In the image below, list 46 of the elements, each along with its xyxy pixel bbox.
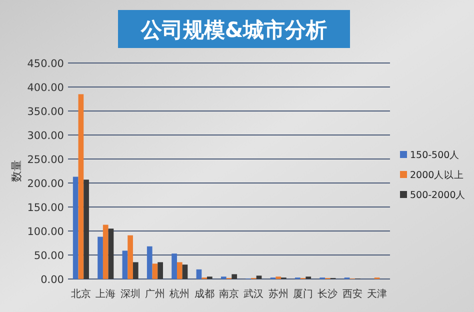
legend-label: 500-2000人	[410, 190, 466, 201]
x-tick-label: 上海	[96, 288, 116, 300]
y-tick-label: 50.00	[34, 250, 64, 262]
x-tick-label: 天津	[367, 288, 388, 300]
bar	[72, 176, 78, 279]
x-tick-label: 成都	[194, 288, 214, 300]
x-tick-label: 长沙	[318, 288, 338, 300]
bar	[232, 274, 238, 279]
bar	[132, 262, 138, 279]
y-tick-label: 450.00	[27, 58, 64, 70]
bar	[108, 228, 114, 279]
y-tick-label: 0.00	[40, 274, 64, 286]
x-tick-label: 杭州	[168, 288, 190, 300]
legend-label: 2000人以上	[410, 169, 464, 181]
x-tick-label: 苏州	[268, 288, 288, 300]
y-tick-label: 200.00	[27, 178, 64, 190]
bar	[182, 264, 188, 279]
bar	[122, 250, 128, 279]
bar	[128, 235, 133, 279]
y-tick-label: 350.00	[27, 106, 64, 118]
y-tick-label: 400.00	[27, 82, 64, 94]
y-tick-label: 100.00	[27, 226, 64, 238]
bar	[256, 276, 262, 279]
legend-label: 150-500人	[410, 150, 460, 161]
x-tick-label: 北京	[70, 288, 91, 300]
x-tick-label: 南京	[219, 288, 239, 300]
x-tick-label: 西安	[342, 288, 362, 300]
bar	[172, 254, 177, 279]
x-tick-label: 广州	[144, 288, 165, 300]
y-tick-label: 300.00	[27, 130, 64, 142]
bar	[196, 269, 202, 279]
bar	[146, 246, 152, 279]
y-tick-label: 250.00	[27, 154, 64, 166]
bar	[158, 262, 163, 279]
bar	[98, 236, 103, 279]
bar	[152, 264, 158, 279]
bar	[102, 224, 108, 279]
chart-title: 公司规模&城市分析	[140, 18, 328, 42]
y-tick-label: 150.00	[27, 202, 64, 214]
y-axis-title: 数量	[10, 160, 23, 182]
x-tick-label: 厦门	[293, 288, 314, 300]
bar	[176, 262, 182, 279]
bar	[78, 94, 84, 279]
bar	[84, 180, 89, 279]
x-tick-label: 深圳	[120, 288, 140, 300]
x-tick-label: 武汉	[244, 288, 264, 300]
